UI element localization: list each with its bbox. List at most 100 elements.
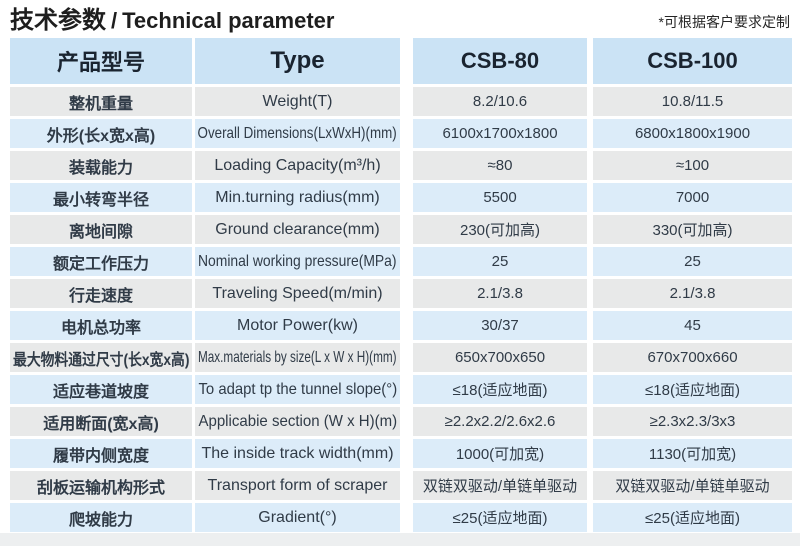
type-label-text: Traveling Speed(m/min) [212,284,383,302]
type-label-text: Max.materials by size(L x W x H)(mm) [198,348,397,366]
type-label-text: Nominal working pressure(MPa) [198,252,397,270]
table-row: 刮板运输机构形式 Transport form of scraper 双链双驱动… [10,471,792,500]
table-body: 整机重量 Weight(T) 8.2/10.6 10.8/11.5 外形(长x宽… [10,87,792,532]
cell-csb80-value: 8.2/10.6 [413,87,587,116]
cell-type-label: Loading Capacity(m³/h) [195,151,400,180]
cell-type-label: Ground clearance(mm) [195,215,400,244]
cell-cn-label: 整机重量 [10,87,192,116]
cell-csb80-value: 25 [413,247,587,276]
cell-type-label: Motor Power(kw) [195,311,400,340]
column-header-csb100-label: CSB-100 [647,48,738,73]
table-row: 适应巷道坡度 To adapt tp the tunnel slope(°) ≤… [10,375,792,404]
cn-label-text: 最小转弯半径 [52,191,149,209]
csb80-value-text: ≤18(适应地面) [452,382,548,399]
cell-csb80-value: ≤18(适应地面) [413,375,587,404]
bottom-strip [0,533,800,546]
csb100-value-text: 6800x1800x1900 [634,125,751,142]
cell-csb80-value: 230(可加高) [413,215,587,244]
csb100-value-text: 10.8/11.5 [661,93,724,110]
cell-csb100-value: 670x700x660 [593,343,792,372]
cell-csb100-value: 6800x1800x1900 [593,119,792,148]
page-title-cn: 技术参数 [10,7,106,34]
cell-type-label: Min.turning radius(mm) [195,183,400,212]
csb80-value-text: 2.1/3.8 [477,285,523,302]
page-title-en: Technical parameter [122,8,335,33]
type-label-text: Ground clearance(mm) [215,220,380,238]
type-label-text: Transport form of scraper [207,476,388,494]
cell-type-label: Traveling Speed(m/min) [195,279,400,308]
type-label-text: Gradient(°) [258,508,337,526]
cell-csb100-value: 双链双驱动/单链单驱动 [593,471,792,500]
table-row: 行走速度 Traveling Speed(m/min) 2.1/3.8 2.1/… [10,279,792,308]
cell-cn-label: 装载能力 [10,151,192,180]
cn-label-text: 刮板运输机构形式 [36,479,165,497]
cell-csb80-value: 双链双驱动/单链单驱动 [413,471,587,500]
cell-type-label: Nominal working pressure(MPa) [195,247,400,276]
cell-cn-label: 履带内侧宽度 [10,439,192,468]
table-row: 额定工作压力 Nominal working pressure(MPa) 25 … [10,247,792,276]
cell-csb100-value: ≤18(适应地面) [593,375,792,404]
type-label-text: Motor Power(kw) [237,316,358,334]
cell-csb100-value: 330(可加高) [593,215,792,244]
cell-type-label: The inside track width(mm) [195,439,400,468]
table-row: 离地间隙 Ground clearance(mm) 230(可加高) 330(可… [10,215,792,244]
csb100-value-text: 25 [684,253,701,270]
table-row: 装载能力 Loading Capacity(m³/h) ≈80 ≈100 [10,151,792,180]
csb100-value-text: 双链双驱动/单链单驱动 [615,478,770,495]
cell-csb80-value: 30/37 [413,311,587,340]
cell-cn-label: 电机总功率 [10,311,192,340]
cn-label-text: 额定工作压力 [52,255,149,273]
csb80-value-text: ≈80 [487,157,513,174]
table-row: 适用断面(宽x高) Applicabie section (W x H)(m) … [10,407,792,436]
table-row: 最大物料通过尺寸(长x宽x高) Max.materials by size(L … [10,343,792,372]
cell-cn-label: 行走速度 [10,279,192,308]
table-row: 最小转弯半径 Min.turning radius(mm) 5500 7000 [10,183,792,212]
csb80-value-text: 8.2/10.6 [472,93,528,110]
csb80-value-text: 6100x1700x1800 [442,125,558,142]
csb100-value-text: ≤25(适应地面) [645,510,740,527]
cell-cn-label: 适应巷道坡度 [10,375,192,404]
cell-cn-label: 外形(长x宽x高) [10,119,192,148]
title-bar: 技术参数 / Technical parameter *可根据客户要求定制 [0,0,800,38]
csb100-value-text: 330(可加高) [652,222,733,239]
type-label-text: Min.turning radius(mm) [215,188,380,206]
cell-csb100-value: 25 [593,247,792,276]
cell-type-label: Transport form of scraper [195,471,400,500]
cell-type-label: Max.materials by size(L x W x H)(mm) [195,343,400,372]
cell-csb80-value: ≈80 [413,151,587,180]
cell-csb100-value: ≤25(适应地面) [593,503,792,532]
cn-label-text: 爬坡能力 [68,511,133,529]
cell-csb100-value: ≥2.3x2.3/3x3 [593,407,792,436]
csb100-value-text: ≥2.3x2.3/3x3 [649,413,736,430]
cell-csb80-value: 6100x1700x1800 [413,119,587,148]
cn-label-text: 外形(长x宽x高) [46,127,156,145]
cell-type-label: To adapt tp the tunnel slope(°) [195,375,400,404]
csb80-value-text: 25 [491,253,509,270]
cell-csb100-value: ≈100 [593,151,792,180]
cell-type-label: Applicabie section (W x H)(m) [195,407,400,436]
csb80-value-text: ≤25(适应地面) [452,510,548,527]
csb80-value-text: 1000(可加宽) [455,446,545,463]
cell-cn-label: 最小转弯半径 [10,183,192,212]
csb80-value-text: 5500 [483,189,517,206]
table-header-row: 产品型号 Type CSB-80 CSB-100 [10,38,792,84]
column-header-model: 产品型号 [10,38,192,84]
csb100-value-text: 7000 [675,189,710,206]
cn-label-text: 整机重量 [68,95,133,113]
csb80-value-text: 双链双驱动/单链单驱动 [422,478,578,495]
column-header-csb100: CSB-100 [593,38,792,84]
cn-label-text: 履带内侧宽度 [52,447,149,465]
table-row: 爬坡能力 Gradient(°) ≤25(适应地面) ≤25(适应地面) [10,503,792,532]
table-row: 电机总功率 Motor Power(kw) 30/37 45 [10,311,792,340]
cell-csb80-value: ≥2.2x2.2/2.6x2.6 [413,407,587,436]
cell-type-label: Overall Dimensions(LxWxH)(mm) [195,119,400,148]
cn-label-text: 最大物料通过尺寸(长x宽x高) [12,351,190,369]
csb80-value-text: ≥2.2x2.2/2.6x2.6 [444,413,556,430]
cell-csb100-value: 1130(可加宽) [593,439,792,468]
cn-label-text: 电机总功率 [60,319,141,337]
table-row: 外形(长x宽x高) Overall Dimensions(LxWxH)(mm) … [10,119,792,148]
column-header-type-label: Type [270,47,325,74]
csb80-value-text: 30/37 [481,317,519,334]
cell-csb80-value: 650x700x650 [413,343,587,372]
type-label-text: The inside track width(mm) [201,444,394,462]
